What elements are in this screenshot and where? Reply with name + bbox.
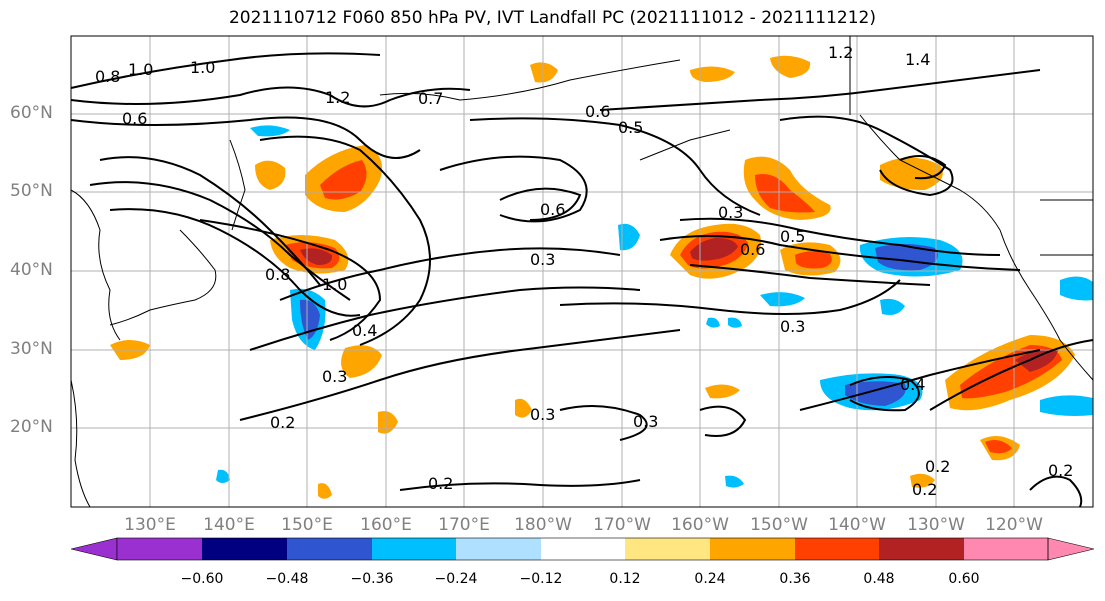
colorbar-tick: 0.36 xyxy=(779,571,811,587)
colorbar-tick: −0.48 xyxy=(265,571,309,587)
colorbar-segment xyxy=(117,538,202,560)
colorbar-extend-low xyxy=(70,537,118,561)
lon-label: 150°E xyxy=(281,515,333,535)
lon-label: 130°E xyxy=(124,515,176,535)
contour-label: 1.4 xyxy=(905,50,930,69)
lon-label: 130°W xyxy=(907,515,965,535)
lon-label: 180°W xyxy=(514,515,572,535)
colorbar-segment xyxy=(202,538,287,560)
colorbar-tick: −0.60 xyxy=(180,571,224,587)
colorbar-tick: 0.12 xyxy=(609,571,641,587)
contour-label: 0.2 xyxy=(1048,461,1073,480)
contour-label: 0.6 xyxy=(540,200,565,219)
colorbar-tick: 0.60 xyxy=(948,571,980,587)
contour-label: 0.4 xyxy=(352,321,377,340)
contour-label-group: 1.0 0.8 1.0 1.2 0.6 1.2 1.4 0.6 0.5 0.7 … xyxy=(95,43,1073,499)
colorbar-border xyxy=(116,537,1049,561)
contour-label: 0.6 xyxy=(740,240,765,259)
colorbar-tick: 0.24 xyxy=(694,571,726,587)
lat-label: 30°N xyxy=(10,339,53,359)
colorbar-segment xyxy=(287,538,372,560)
contour-label: 0.6 xyxy=(585,102,610,121)
lon-label: 160°E xyxy=(360,515,412,535)
map-title: 2021110712 F060 850 hPa PV, IVT Landfall… xyxy=(228,8,876,28)
lat-label: 20°N xyxy=(10,417,53,437)
contour-label: 0.3 xyxy=(530,250,555,269)
colorbar-extend-high xyxy=(1047,537,1095,561)
lat-label: 50°N xyxy=(10,181,53,201)
colorbar-segment xyxy=(710,538,795,560)
colorbar-tick: −0.36 xyxy=(350,571,394,587)
colorbar-tick: −0.24 xyxy=(434,571,478,587)
colorbar xyxy=(70,537,1095,561)
pv-contours xyxy=(70,52,1094,508)
colorbar-segment xyxy=(456,538,541,560)
contour-label: 0.8 xyxy=(95,67,120,86)
graticule xyxy=(71,36,1093,507)
colorbar-segment xyxy=(795,538,879,560)
contour-label: 0.2 xyxy=(925,457,950,476)
contour-label: 0.3 xyxy=(633,412,658,431)
contour-label: 0.5 xyxy=(780,227,805,246)
lon-label: 140°W xyxy=(828,515,886,535)
colorbar-segment xyxy=(625,538,710,560)
contour-label: 0.3 xyxy=(530,405,555,424)
contour-label: 0.2 xyxy=(270,413,295,432)
contour-label: 1.0 xyxy=(128,60,153,79)
lat-label: 60°N xyxy=(10,103,53,123)
colorbar-segment xyxy=(372,538,456,560)
colorbar-tick: −0.12 xyxy=(519,571,563,587)
contour-label: 0.7 xyxy=(418,89,443,108)
contour-label: 0.3 xyxy=(322,367,347,386)
contour-label: 1.0 xyxy=(322,275,347,294)
map-frame xyxy=(70,35,1094,508)
lon-label: 160°W xyxy=(671,515,729,535)
colorbar-segment xyxy=(879,538,964,560)
contour-label: 0.8 xyxy=(265,265,290,284)
lon-label: 140°E xyxy=(203,515,255,535)
contour-label: 0.3 xyxy=(718,203,743,222)
contour-label: 1.0 xyxy=(190,58,215,77)
lon-label: 170°W xyxy=(593,515,651,535)
contour-label: 0.5 xyxy=(618,118,643,137)
contour-label: 1.2 xyxy=(325,88,350,107)
contour-label: 0.4 xyxy=(900,375,925,394)
colorbar-segment xyxy=(964,538,1048,560)
contour-label: 0.6 xyxy=(122,109,147,128)
contour-label: 0.2 xyxy=(912,480,937,499)
coastlines xyxy=(70,36,1094,508)
colorbar-segment xyxy=(541,538,625,560)
contour-label: 1.2 xyxy=(828,43,853,62)
lat-label: 40°N xyxy=(10,260,53,280)
lon-label: 120°W xyxy=(985,515,1043,535)
colorbar-tick: 0.48 xyxy=(863,571,895,587)
lon-label: 170°E xyxy=(438,515,490,535)
lon-label: 150°W xyxy=(750,515,808,535)
contour-label: 0.3 xyxy=(780,317,805,336)
contour-label: 0.2 xyxy=(428,474,453,493)
